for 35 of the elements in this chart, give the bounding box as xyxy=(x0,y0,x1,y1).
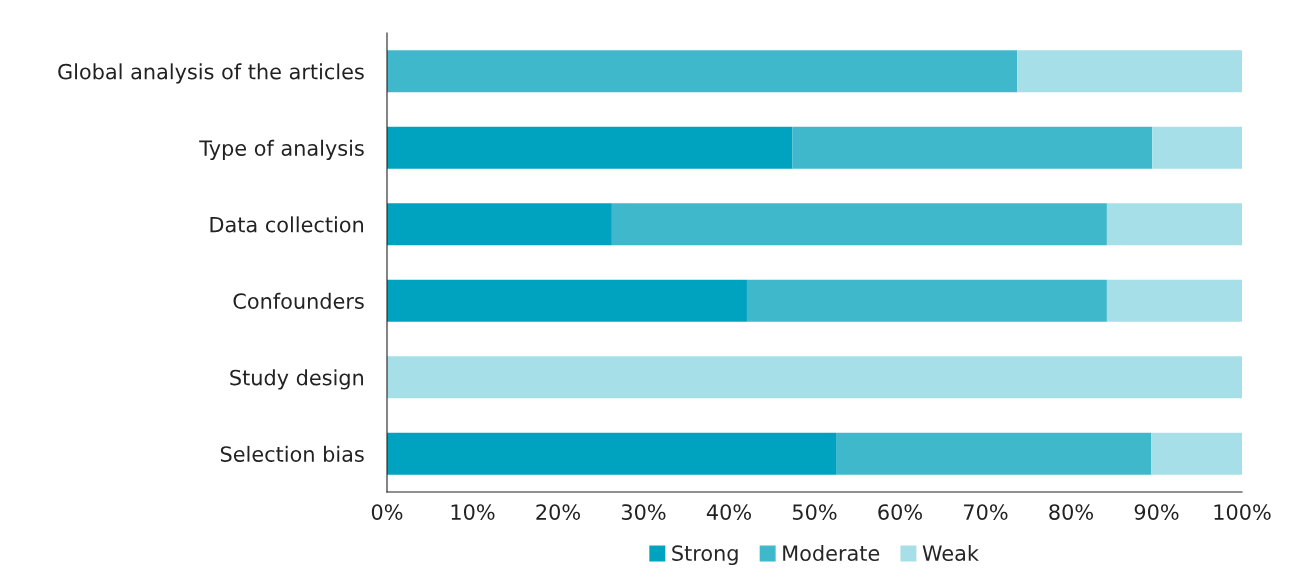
x-tick-label: 10% xyxy=(451,504,495,520)
bar xyxy=(1017,50,1242,93)
x-tick-label: 90% xyxy=(1134,504,1179,520)
bar xyxy=(836,432,1152,475)
bar xyxy=(746,279,1107,322)
x-tick-label: 40% xyxy=(706,504,751,520)
y-tick-label: Data collection xyxy=(210,216,364,233)
bar xyxy=(792,126,1153,169)
x-tick-label: 20% xyxy=(536,504,580,520)
legend-label: Moderate xyxy=(783,544,880,562)
x-tick-label: 60% xyxy=(878,504,922,520)
bar xyxy=(1152,126,1242,169)
bar xyxy=(611,203,1107,246)
bar xyxy=(387,50,1018,93)
x-tick-label: 50% xyxy=(792,504,837,520)
bar xyxy=(1106,279,1242,322)
y-tick-label: Study design xyxy=(230,369,364,390)
bar xyxy=(1106,203,1242,246)
bar xyxy=(387,279,747,322)
y-tick-label: Type of analysis xyxy=(199,139,364,160)
x-tick-label: 100% xyxy=(1214,504,1271,520)
bar xyxy=(387,203,612,246)
x-tick-label: 30% xyxy=(621,504,666,520)
x-tick-label: 0% xyxy=(371,504,403,520)
y-tick-label: Confounders xyxy=(233,292,364,309)
x-tick-label: 70% xyxy=(964,504,1008,520)
legend-label: Weak xyxy=(922,544,979,562)
y-tick-label: Selection bias xyxy=(220,445,364,462)
x-tick-label: 80% xyxy=(1049,504,1093,520)
bar xyxy=(1151,432,1242,475)
bar xyxy=(387,126,793,169)
bar xyxy=(387,356,1242,399)
legend-label: Strong xyxy=(672,545,738,566)
bar xyxy=(387,432,837,475)
y-tick-label: Global analysis of the articles xyxy=(58,63,364,84)
